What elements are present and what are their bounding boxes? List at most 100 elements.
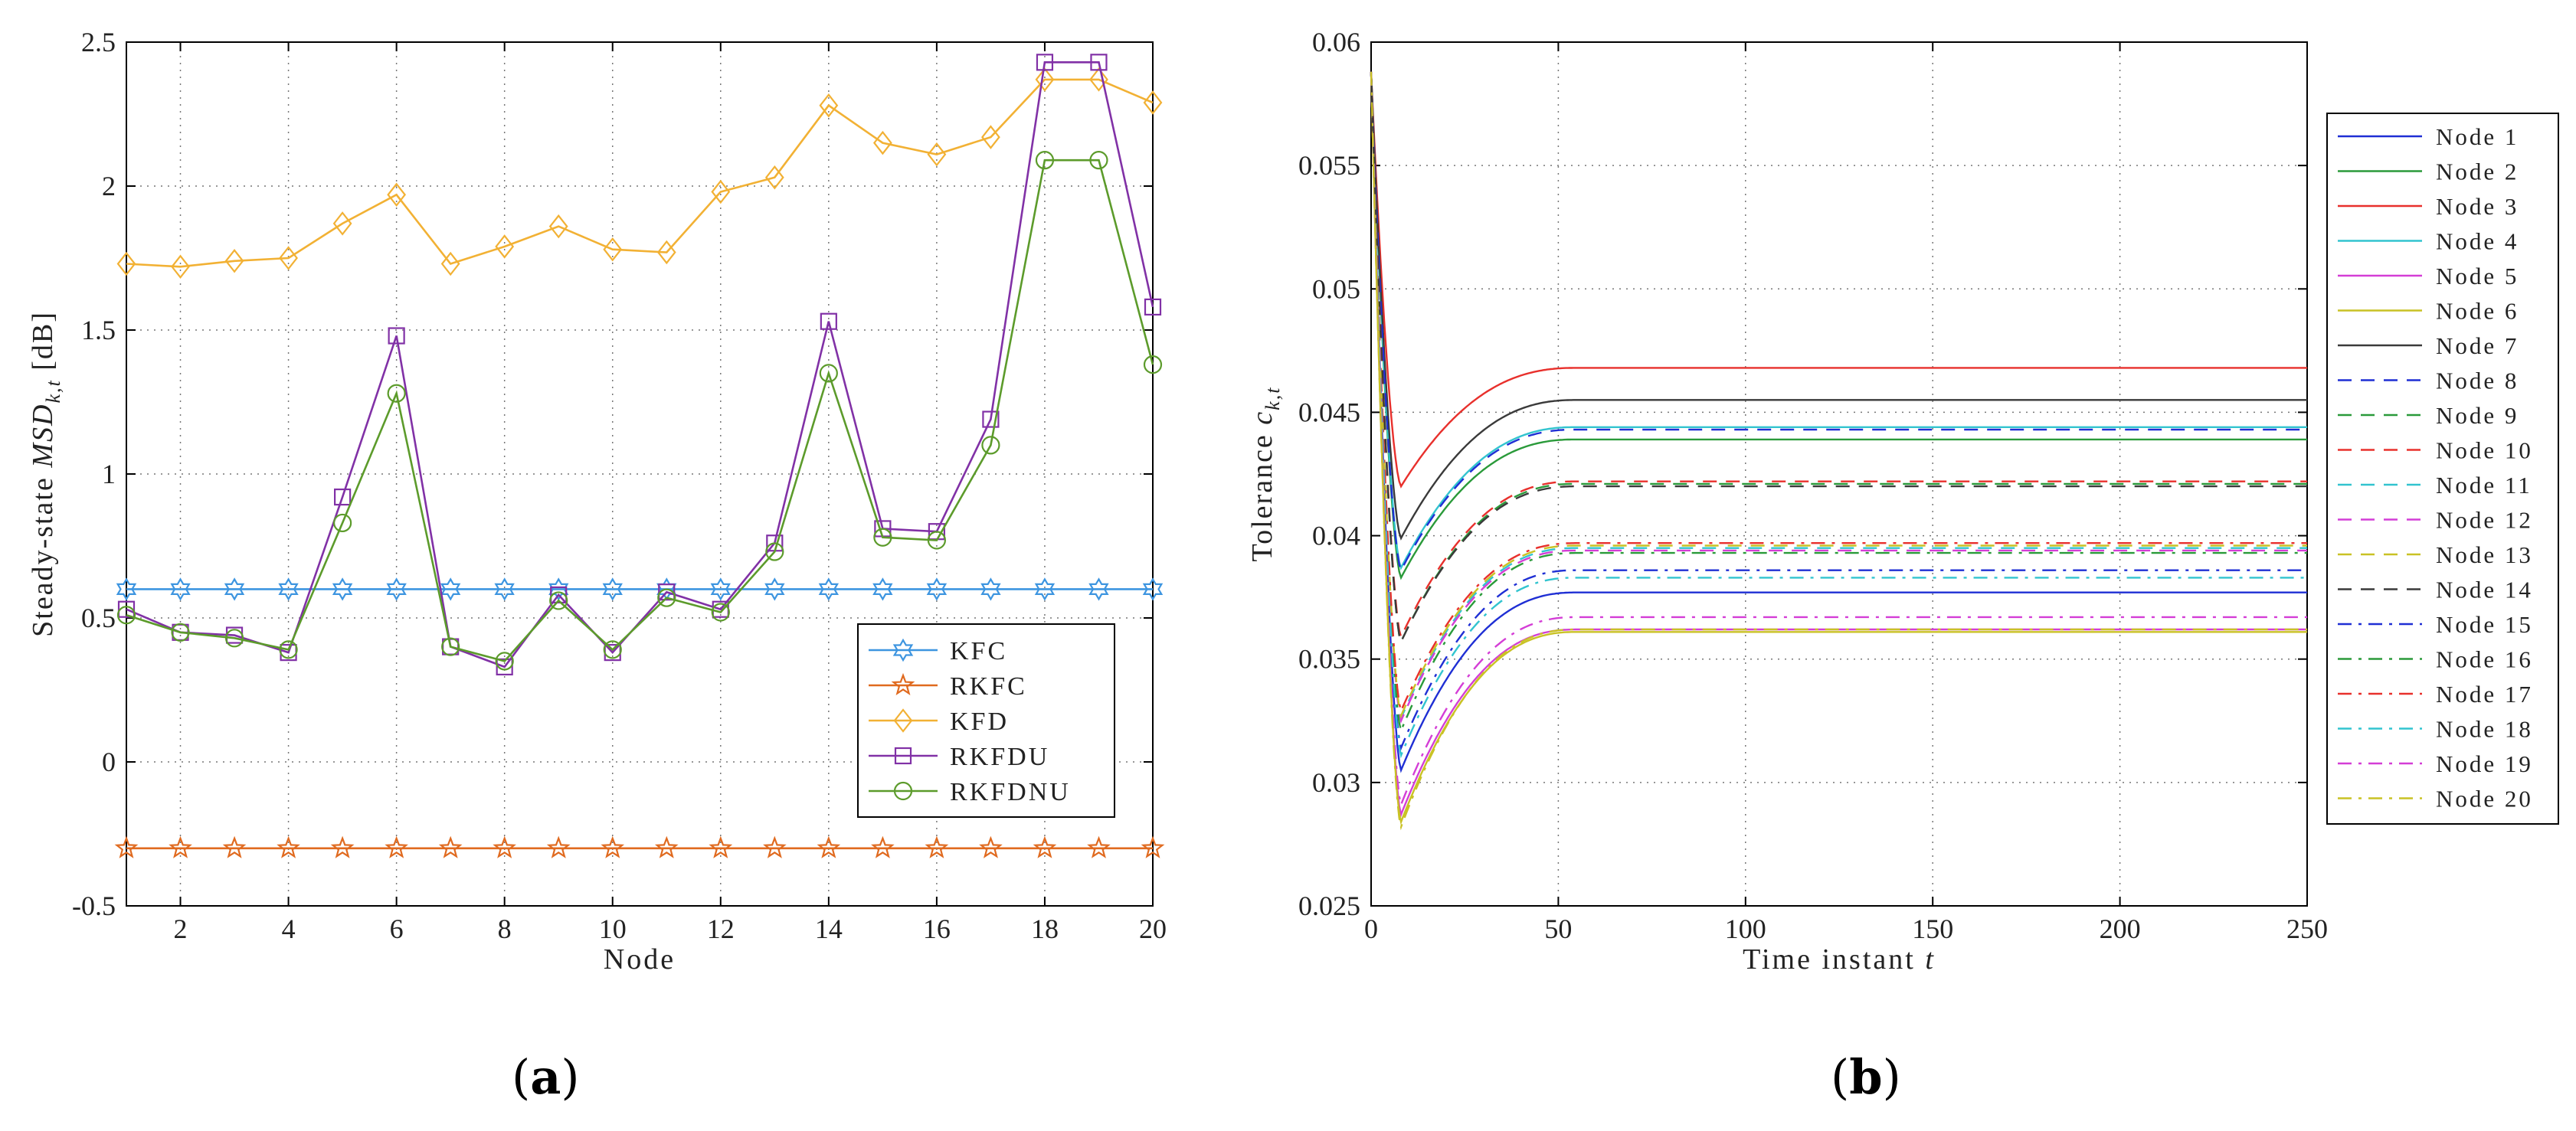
panel-a-letter: a [530, 1049, 561, 1105]
legend-entry: Node 17 [2338, 681, 2531, 708]
data-point [1089, 151, 1108, 170]
legend-label: Node 1 [2436, 123, 2519, 150]
x-tick-label: 150 [1912, 914, 1953, 944]
data-point [819, 364, 838, 383]
data-point [550, 586, 568, 604]
x-label-text: Time instant [1743, 943, 1925, 976]
x-tick-label: 50 [1544, 914, 1572, 944]
data-point [332, 577, 353, 601]
data-point [603, 640, 622, 659]
chart-b: 0 50 100 150 200 250 0.025 0.03 0.035 0.04 0.045 0.… [1246, 27, 2559, 976]
data-point [871, 835, 895, 858]
x-tick-label: 16 [923, 914, 951, 944]
legend-label: Node 3 [2436, 193, 2519, 220]
y-tick-label: 2 [102, 171, 116, 201]
legend-label: Node 5 [2436, 263, 2519, 289]
y-tick-label: 1 [102, 459, 116, 489]
data-point [1143, 355, 1163, 374]
series-line-node-8 [1370, 71, 2307, 573]
data-point [1142, 577, 1164, 601]
data-point [764, 165, 784, 190]
data-point [494, 577, 515, 601]
legend-label: Node 9 [2436, 402, 2519, 429]
grid [1371, 42, 2307, 906]
legend-entry: Node 20 [2338, 786, 2533, 812]
x-tick-label: 14 [815, 914, 843, 944]
data-point [493, 835, 516, 858]
legend-entry: RKFDU [869, 743, 1047, 771]
legend-label: Node 7 [2436, 332, 2519, 359]
legend-entry: Node 19 [2338, 750, 2531, 777]
legend-marker [893, 781, 913, 801]
data-point [981, 436, 1000, 455]
data-point [222, 835, 247, 858]
data-point [979, 835, 1003, 858]
legend-label: Node 11 [2436, 472, 2532, 498]
legend-entry: Node 4 [2338, 228, 2519, 255]
data-point [387, 182, 407, 208]
data-point [817, 835, 841, 858]
data-point [982, 410, 1000, 428]
legend-entry: RKFDNU [869, 778, 1069, 806]
x-tick-label: 100 [1725, 914, 1766, 944]
legend-entry: Node 15 [2338, 611, 2533, 638]
data-point [548, 577, 569, 601]
data-point [116, 577, 137, 601]
data-point [765, 542, 784, 561]
legend-marker [893, 708, 913, 733]
legend: Node 1 Node 2 Node 3 Node 4 Node 5 Node 6 Node… [2326, 113, 2559, 825]
series-line-node-5 [1370, 71, 2307, 819]
data-point [1089, 67, 1108, 92]
data-point [710, 577, 731, 601]
y-axis-label: Steady-state MSDk,t [dB] [27, 311, 64, 637]
series-line-node-12 [1370, 71, 2307, 724]
series-kfc [116, 577, 1164, 601]
legend-label: Node 20 [2436, 786, 2533, 812]
legend-label: Node 8 [2436, 368, 2519, 394]
y-label-symbol: c [1246, 410, 1278, 425]
legend-label: Node 2 [2436, 159, 2519, 185]
data-point [927, 142, 947, 167]
data-point [1143, 90, 1163, 115]
data-point [171, 254, 190, 279]
legend-label: Node 15 [2436, 611, 2533, 638]
legend-marker [894, 747, 912, 765]
x-axis-label: Time instant t [1743, 943, 1936, 976]
data-point [169, 835, 192, 858]
y-label-unit: [dB] [27, 311, 59, 379]
legend-entry: Node 8 [2338, 368, 2519, 394]
y-tick-label: 0.03 [1312, 767, 1360, 798]
legend-entry: Node 16 [2338, 646, 2533, 673]
data-point [1144, 298, 1162, 316]
legend-label: KFC [950, 637, 1007, 665]
data-point [333, 513, 352, 533]
series-rkfdnu [116, 151, 1163, 671]
x-tick-label: 2 [174, 914, 188, 944]
data-point [171, 623, 190, 642]
series-line-node-19 [1370, 71, 2307, 809]
data-point [603, 237, 623, 262]
series-line [126, 159, 1154, 662]
data-point [980, 577, 1001, 601]
legend-entry: KFD [869, 708, 1007, 736]
data-point [711, 179, 731, 204]
y-tick-label: 0.025 [1298, 891, 1360, 921]
data-point [385, 835, 408, 858]
y-label-text: Tolerance [1246, 425, 1278, 562]
legend-label: Node 16 [2436, 646, 2533, 673]
series-line-node-20 [1370, 71, 2307, 831]
y-tick-label: 0.055 [1298, 150, 1360, 181]
data-point [440, 577, 461, 601]
x-tick-label: 8 [498, 914, 512, 944]
legend-label: Node 4 [2436, 228, 2519, 255]
legend-marker [891, 672, 915, 696]
data-point [1035, 151, 1055, 170]
data-point [441, 637, 460, 656]
data-point [546, 835, 571, 858]
data-point [279, 246, 298, 270]
chart-a: 2 4 6 8 10 12 14 16 18 20 -0.5 0 0.5 1 1.5 2 2.5 Node Stea… [27, 27, 1167, 976]
data-point [602, 577, 623, 601]
legend: KFC RKFC KFD RKFDU RKFDNU [857, 623, 1115, 818]
legend-entry: Node 12 [2338, 507, 2531, 534]
